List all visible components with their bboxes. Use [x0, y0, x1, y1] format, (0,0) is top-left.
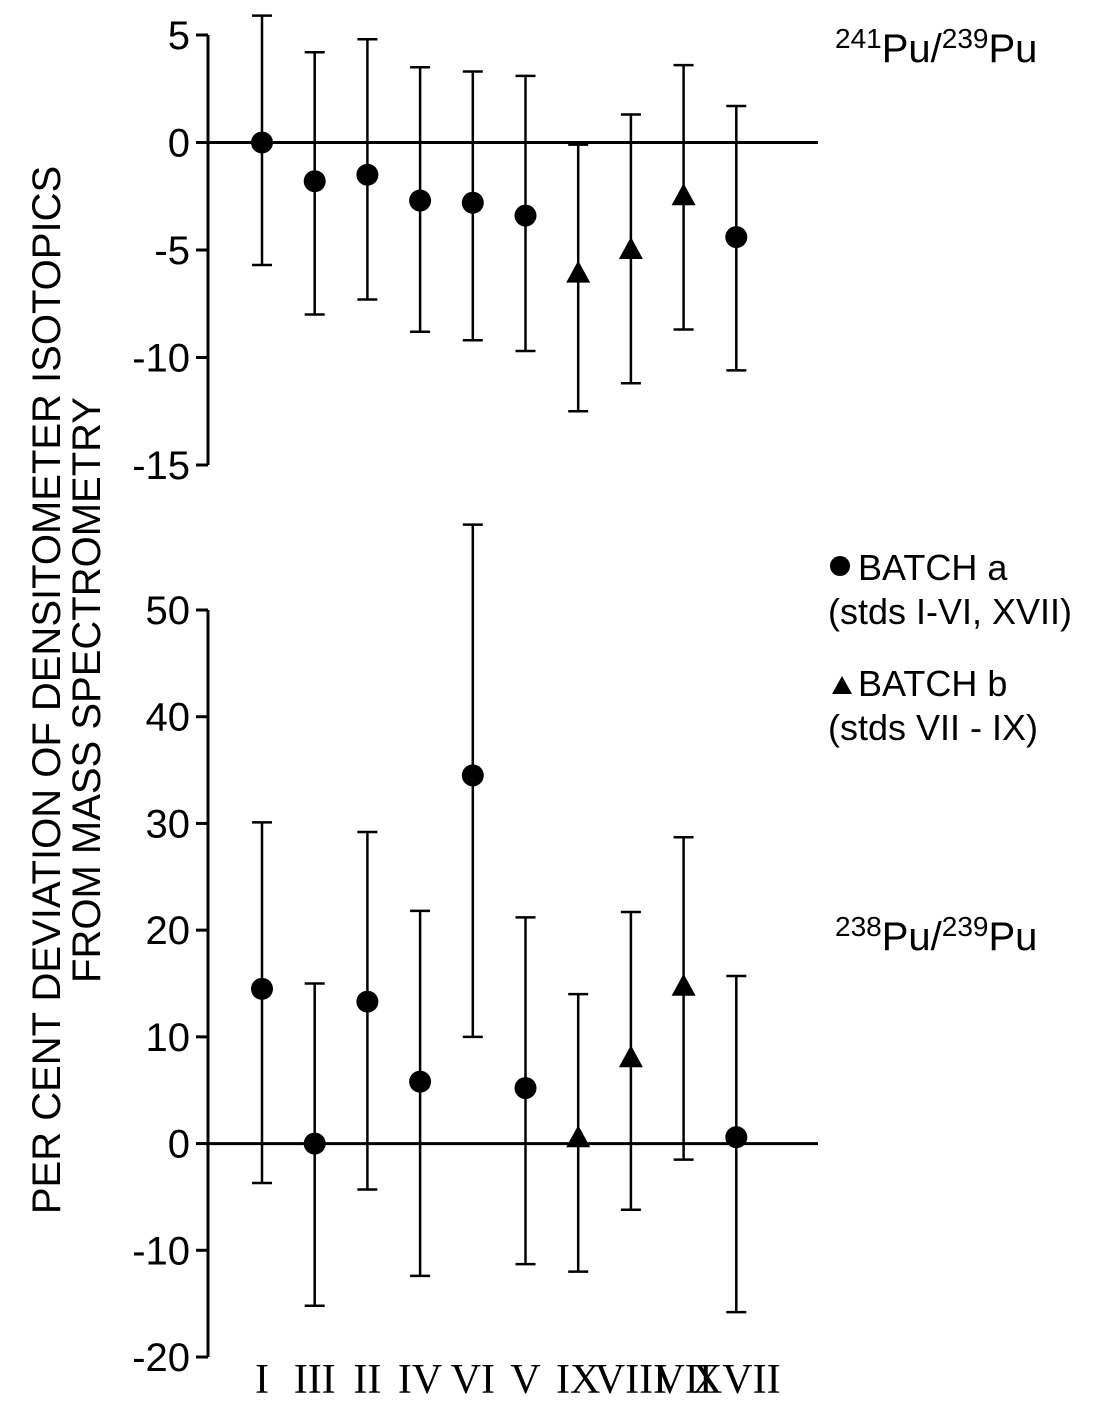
category-label: IX: [556, 1357, 600, 1403]
top-ratio-elem-b: Pu: [989, 27, 1038, 71]
top-point-batch-a: [725, 226, 748, 249]
bottom-y-tick-label: 50: [146, 589, 191, 633]
top-point-batch-b: [671, 183, 696, 206]
legend-batch-a-name: BATCH a: [858, 547, 1008, 588]
legend: BATCH a (stds I-VI, XVII) BATCH b (stds …: [828, 547, 1072, 748]
top-y-tick-label: 0: [168, 122, 190, 166]
y-axis-title: PER CENT DEVIATION OF DENSITOMETER ISOTO…: [25, 166, 109, 1214]
legend-triangle-marker: [832, 676, 852, 694]
y-axis-title-line1: PER CENT DEVIATION OF DENSITOMETER ISOTO…: [25, 166, 69, 1214]
legend-circle-marker: [830, 556, 850, 576]
legend-batch-b-detail: (stds VII - IX): [828, 707, 1038, 748]
top-y-tick-label: -5: [154, 229, 190, 273]
top-ratio-mass-a: 241: [835, 23, 882, 54]
bottom-ratio-elem-a: Pu: [882, 915, 931, 959]
legend-batch-a-detail: (stds I-VI, XVII): [828, 591, 1072, 632]
top-point-batch-a: [356, 163, 379, 186]
top-point-batch-a: [251, 131, 273, 154]
category-label: VI: [451, 1357, 495, 1403]
top-y-tick-label: -15: [132, 444, 190, 488]
bottom-ratio-mass-a: 238: [835, 911, 882, 942]
bottom-point-batch-a: [461, 764, 484, 787]
bottom-point-batch-a: [303, 1132, 326, 1155]
top-ratio-elem-a: Pu: [882, 27, 931, 71]
legend-batch-b-name: BATCH b: [858, 663, 1007, 704]
bottom-point-batch-b: [671, 973, 696, 996]
top-point-batch-b: [618, 237, 643, 259]
top-y-tick-label: -10: [132, 337, 190, 381]
top-panel-ratio-label: 241Pu/239Pu: [835, 23, 1037, 71]
bottom-y-tick-label: -10: [132, 1229, 190, 1273]
bottom-ratio-mass-b: 239: [942, 911, 989, 942]
bottom-ratio-elem-b: Pu: [989, 915, 1038, 959]
top-point-batch-a: [303, 170, 326, 193]
category-label: IV: [398, 1357, 442, 1403]
bottom-panel-ratio-label: 238Pu/239Pu: [835, 911, 1037, 959]
category-label: I: [255, 1357, 269, 1403]
bottom-point-batch-a: [251, 977, 273, 1000]
top-y-tick-label: 5: [168, 14, 190, 58]
bottom-point-batch-a: [514, 1077, 537, 1100]
top-point-batch-a: [409, 189, 432, 212]
bottom-point-batch-a: [725, 1126, 748, 1149]
bottom-y-tick-label: 30: [146, 802, 191, 846]
category-label: VII: [654, 1357, 712, 1403]
y-axis-title-line2: FROM MASS SPECTROMETRY: [65, 397, 109, 983]
category-label: XVII: [692, 1357, 781, 1403]
bottom-point-batch-a: [409, 1070, 432, 1093]
top-ratio-sep: /: [931, 27, 943, 71]
category-label: V: [510, 1357, 540, 1403]
category-label: II: [353, 1357, 381, 1403]
bottom-point-batch-b: [566, 1125, 591, 1148]
bottom-y-tick-label: 10: [146, 1016, 191, 1060]
category-label: III: [294, 1357, 336, 1403]
bottom-point-batch-a: [356, 990, 379, 1013]
top-point-batch-a: [461, 191, 484, 214]
bottom-y-tick-label: 0: [168, 1123, 190, 1167]
bottom-point-batch-b: [618, 1045, 643, 1068]
bottom-y-tick-label: 20: [146, 909, 191, 953]
bottom-y-tick-label: -20: [132, 1336, 190, 1380]
bottom-panel: 50 40 30 20 10 0 -10 -20: [132, 523, 818, 1380]
top-panel: 5 0 -5 -10 -15: [132, 14, 818, 488]
bottom-ratio-sep: /: [931, 915, 943, 959]
bottom-y-tick-label: 40: [146, 696, 191, 740]
top-ratio-mass-b: 239: [942, 23, 989, 54]
category-label: VIII: [595, 1357, 667, 1403]
top-point-batch-a: [514, 204, 537, 227]
top-point-batch-b: [566, 260, 591, 283]
